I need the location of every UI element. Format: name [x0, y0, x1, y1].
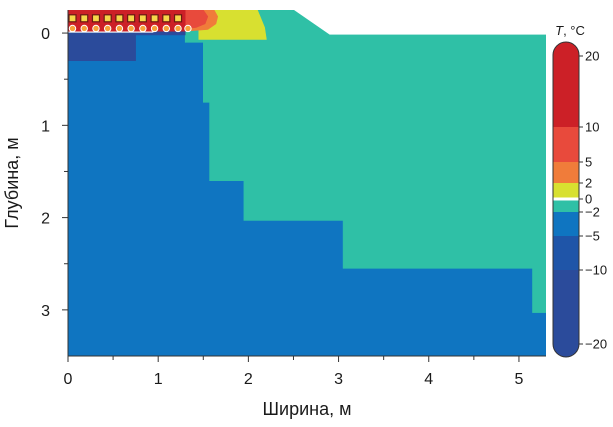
colorbar-band — [553, 127, 579, 162]
x-axis-ticks: 0 1 2 3 4 5 — [64, 356, 523, 388]
y-tick-label: 2 — [41, 211, 50, 228]
y-axis-title: Глубина, м — [2, 137, 22, 228]
colorbar-tick-label: −2 — [585, 205, 600, 220]
heater-square — [150, 14, 159, 23]
colorbar-zero-gap — [553, 197, 579, 201]
heater-square — [127, 14, 136, 23]
x-tick-label: 2 — [244, 371, 253, 388]
colorbar-band — [553, 42, 579, 127]
colorbar-band — [553, 183, 579, 199]
heater-square — [173, 14, 183, 23]
y-axis-ticks: 0 1 2 3 — [41, 26, 68, 320]
y-tick-label: 1 — [41, 118, 50, 135]
heater-circle — [184, 24, 192, 33]
y-tick-label: 3 — [41, 303, 50, 320]
temperature-regions — [68, 10, 546, 356]
colorbar-band — [553, 236, 579, 270]
colorbar-band — [553, 212, 579, 236]
plot-area — [68, 10, 546, 356]
heater-circle — [150, 24, 159, 33]
heater-elements — [68, 14, 192, 33]
x-axis-title: Ширина, м — [263, 399, 352, 419]
colorbar-tick-label: −20 — [585, 337, 607, 352]
colorbar-band — [553, 199, 579, 212]
heater-circle — [127, 24, 135, 33]
heater-square — [80, 14, 89, 23]
heater-square — [162, 14, 171, 23]
heater-circle — [92, 24, 100, 33]
heater-square — [68, 14, 77, 23]
x-tick-label: 4 — [424, 371, 433, 388]
heater-square — [115, 14, 124, 23]
heater-circle — [80, 24, 88, 33]
colorbar-tick-label: 5 — [585, 155, 592, 170]
x-tick-label: 1 — [154, 371, 163, 388]
heater-circle — [103, 24, 112, 33]
x-tick-label: 0 — [64, 371, 73, 388]
heater-circle — [139, 24, 147, 33]
colorbar-tick-label: 2 — [585, 176, 592, 191]
heater-square — [91, 14, 101, 23]
colorbar-tick-label: −5 — [585, 229, 600, 244]
colorbar-tick-label: −10 — [585, 263, 607, 278]
colorbar-band — [553, 270, 579, 357]
x-axis: 0 1 2 3 4 5 Ширина, м — [64, 355, 546, 419]
region-transition — [184, 10, 546, 313]
colorbar-bands — [553, 42, 579, 357]
colorbar-title: T, °C — [555, 23, 585, 38]
heater-square — [103, 14, 112, 23]
heater-circle — [68, 24, 77, 33]
x-tick-label: 3 — [334, 371, 343, 388]
colorbar-tick-label: 20 — [585, 49, 599, 64]
colorbar-tick-label: 10 — [585, 120, 599, 135]
heater-circle — [115, 24, 124, 33]
y-axis: 0 1 2 3 Глубина, м — [2, 10, 69, 356]
x-tick-label: 5 — [514, 371, 523, 388]
colorbar-band — [553, 162, 579, 183]
heater-circle — [174, 24, 182, 33]
colorbar-tick-label: 0 — [585, 192, 592, 207]
heater-square — [138, 14, 147, 23]
y-tick-label: 0 — [41, 26, 50, 43]
heater-circle — [162, 24, 171, 33]
